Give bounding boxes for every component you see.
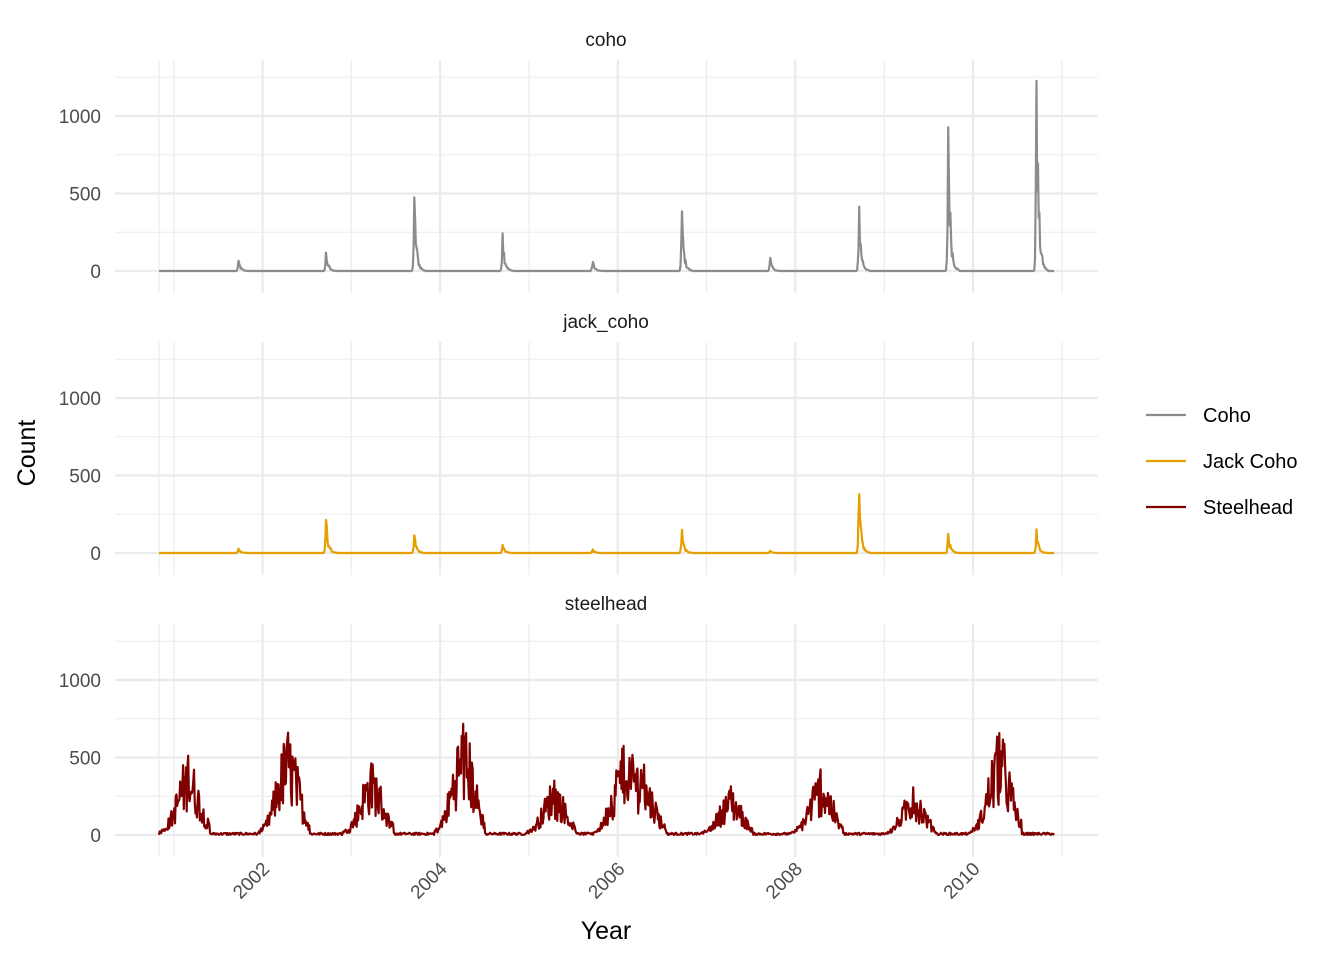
series-line-coho [158,79,1055,273]
series-line-jack_coho [158,493,1055,555]
panels: 0 500 1000 coho 0 500 1000 jack_coho 0 500 1000 ste… [59,30,1098,857]
legend: Coho Jack Coho Steelhead [1146,405,1298,519]
y-tick-label: 500 [69,749,101,770]
y-tick-label: 1000 [59,107,101,128]
x-axis-title: Year [581,917,632,945]
panel-steelhead: 0 500 1000 steelhead [59,594,1098,857]
y-tick-label: 500 [69,185,101,206]
panel-coho: 0 500 1000 coho [59,30,1098,293]
y-tick-label: 1000 [59,671,101,692]
x-tick-label: 2010 [940,859,985,904]
x-tick-label: 2008 [762,859,807,904]
panel-jack_coho: 0 500 1000 jack_coho [59,312,1098,575]
x-tick-label: 2006 [585,859,630,904]
x-tick-label: 2004 [407,858,452,903]
y-axis-title: Count [13,420,41,487]
y-tick-label: 0 [90,544,101,565]
y-tick-label: 1000 [59,389,101,410]
x-tick-label: 2002 [229,859,274,904]
y-tick-label: 500 [69,467,101,488]
legend-label-jack-coho: Jack Coho [1203,451,1298,473]
x-axis: 2002 2004 2006 2008 2010 [229,858,984,903]
strip-label-coho: coho [585,30,626,51]
legend-label-steelhead: Steelhead [1203,497,1293,519]
series-line-steelhead [157,722,1055,837]
y-tick-label: 0 [90,262,101,283]
legend-label-coho: Coho [1203,405,1251,427]
strip-label-jack_coho: jack_coho [562,312,649,333]
y-tick-label: 0 [90,826,101,847]
strip-label-steelhead: steelhead [565,594,647,615]
